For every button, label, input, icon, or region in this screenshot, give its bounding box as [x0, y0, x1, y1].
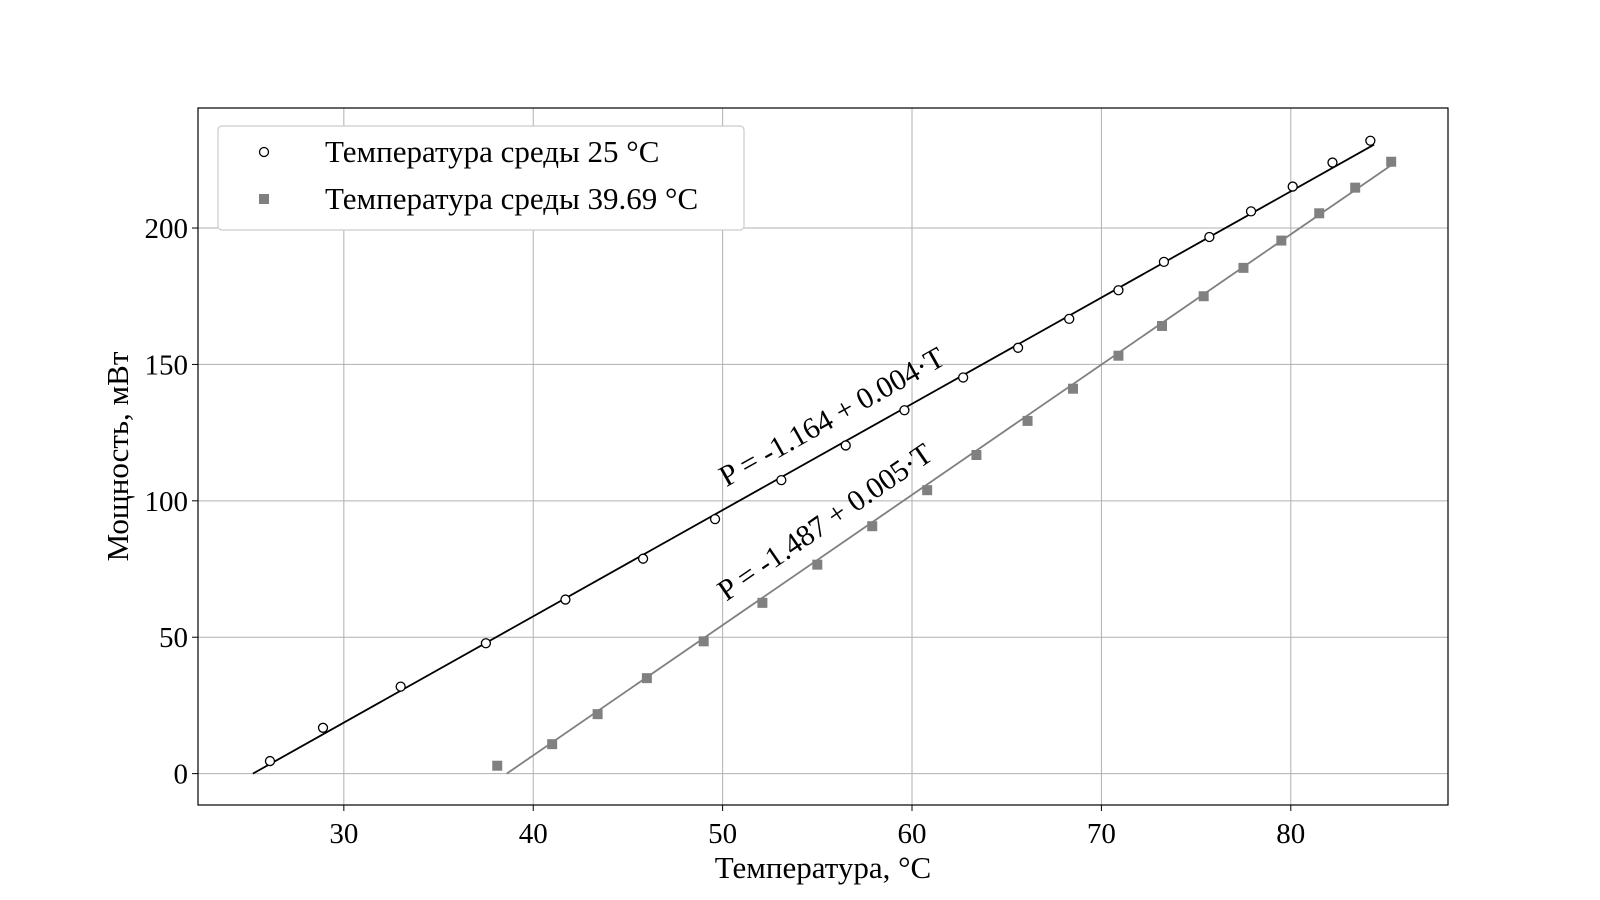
data-point-circle	[709, 513, 721, 525]
legend-box	[217, 125, 745, 231]
data-point-circle	[395, 681, 406, 692]
legend: Температура среды 25 °C Температура среды…	[217, 125, 745, 231]
data-point-circle	[264, 755, 276, 767]
fit-line	[506, 164, 1392, 775]
ticks: 30 40 50 60 70 80 0 50 100 150 200	[145, 213, 1306, 850]
data-point-square	[1198, 291, 1209, 302]
data-point-circle	[1204, 231, 1215, 243]
data-point-square	[757, 597, 768, 608]
y-tick-label: 200	[145, 213, 189, 245]
data-point-square	[1113, 350, 1124, 361]
data-point-square	[547, 739, 558, 750]
fit-line	[252, 143, 1375, 775]
data-point-circle	[1327, 157, 1338, 168]
data-point-circle	[899, 405, 910, 416]
legend-label: Температура среды 39.69 °C	[325, 181, 698, 216]
y-axis-label: Мощность, мВт	[100, 351, 135, 561]
data-point-square	[1276, 235, 1287, 246]
x-tick-label: 30	[329, 818, 358, 850]
legend-label: Температура среды 25 °C	[325, 134, 659, 169]
y-tick-label: 150	[145, 349, 189, 381]
legend-marker-square	[259, 194, 269, 204]
data-point-circle	[1113, 285, 1124, 296]
data-point-square	[1022, 415, 1033, 426]
data-point-square	[971, 449, 982, 460]
data-point-circle	[317, 722, 329, 733]
data-point-circle	[776, 474, 787, 486]
x-tick-label: 50	[708, 818, 737, 850]
data-points	[264, 135, 1397, 771]
data-point-circle	[560, 594, 571, 605]
data-point-circle	[1245, 206, 1257, 217]
data-point-square	[1238, 262, 1249, 273]
data-point-square	[641, 673, 652, 684]
data-point-circle	[1158, 256, 1170, 268]
data-point-square	[812, 559, 823, 570]
plot-frame	[197, 107, 1449, 806]
data-point-circle	[480, 638, 492, 649]
fit-lines	[252, 143, 1392, 775]
y-tick-label: 100	[145, 486, 189, 518]
x-tick-label: 60	[898, 818, 927, 850]
y-tick-label: 50	[159, 622, 188, 654]
data-point-circle	[1064, 313, 1075, 325]
legend-marker-circle	[258, 146, 270, 158]
x-tick-label: 70	[1087, 818, 1116, 850]
data-point-circle	[958, 372, 969, 383]
fit-labels: P = -1.164 + 0.004·TP = -1.487 + 0.005·T	[712, 341, 951, 608]
data-point-square	[1314, 208, 1325, 219]
data-point-circle	[1365, 135, 1376, 146]
x-tick-label: 40	[519, 818, 548, 850]
x-tick-label: 80	[1276, 818, 1305, 850]
data-point-circle	[1012, 342, 1024, 353]
x-axis-label: Температура, °C	[715, 850, 931, 885]
data-point-square	[698, 636, 709, 647]
data-point-circle	[637, 553, 649, 564]
data-point-square	[1068, 383, 1078, 394]
data-point-circle	[840, 440, 851, 451]
data-point-square	[922, 485, 933, 496]
data-point-square	[592, 709, 603, 720]
data-point-square	[867, 521, 878, 532]
data-point-circle	[1287, 181, 1298, 192]
y-tick-label: 0	[174, 759, 189, 791]
data-point-square	[1386, 156, 1397, 167]
data-point-square	[1350, 182, 1361, 193]
data-point-square	[492, 760, 503, 771]
data-point-square	[1157, 320, 1168, 331]
